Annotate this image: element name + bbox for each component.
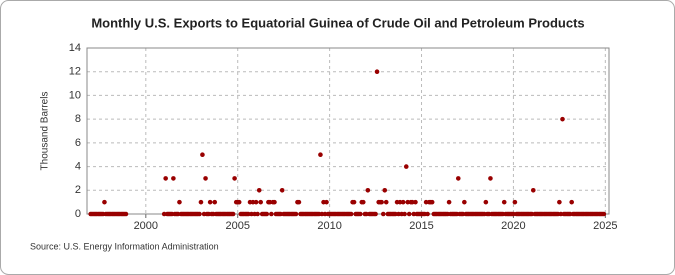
point xyxy=(429,199,435,205)
point xyxy=(102,199,107,205)
point xyxy=(212,199,218,205)
point xyxy=(400,199,406,205)
point xyxy=(272,199,277,205)
x-tick-label: 2000 xyxy=(134,220,158,232)
point xyxy=(382,187,388,193)
y-tick-label: 12 xyxy=(69,66,81,78)
y-tick-label: 6 xyxy=(75,137,81,149)
y-tick-label: 0 xyxy=(75,208,81,220)
point xyxy=(264,211,270,217)
point xyxy=(374,69,380,75)
y-tick-label: 14 xyxy=(69,42,81,54)
point xyxy=(230,211,236,217)
point xyxy=(123,211,129,217)
point xyxy=(462,199,467,205)
point xyxy=(365,187,371,193)
point xyxy=(488,176,493,181)
point xyxy=(255,211,260,217)
point xyxy=(406,211,412,217)
x-tick-label: 2010 xyxy=(317,220,341,232)
point xyxy=(512,199,518,205)
point xyxy=(177,199,182,205)
source: Source: U.S. Energy Information Administ… xyxy=(30,241,219,251)
point xyxy=(483,199,489,205)
point xyxy=(358,211,363,217)
x-tick-label: 2020 xyxy=(501,220,525,232)
point xyxy=(253,199,259,205)
x-tick-label: 2025 xyxy=(593,220,617,232)
point xyxy=(413,199,418,205)
point xyxy=(360,199,366,205)
x-tick-label: 2005 xyxy=(225,220,249,232)
chart-title: Monthly U.S. Exports to Equatorial Guine… xyxy=(91,15,584,30)
point xyxy=(380,211,386,217)
point xyxy=(296,199,302,205)
y-axis-label: Thousand Barrels xyxy=(40,92,51,171)
point xyxy=(207,199,213,205)
point xyxy=(557,199,562,205)
point xyxy=(373,211,378,217)
point xyxy=(203,176,208,181)
point xyxy=(560,116,565,122)
point xyxy=(403,164,409,169)
point xyxy=(232,176,237,181)
point xyxy=(171,176,176,181)
point xyxy=(269,211,274,217)
point xyxy=(351,199,357,205)
point xyxy=(501,199,507,205)
point xyxy=(383,199,389,205)
point xyxy=(236,199,242,205)
point xyxy=(601,211,607,217)
y-tick-label: 2 xyxy=(75,184,81,196)
point xyxy=(446,199,452,205)
point xyxy=(197,211,202,217)
point xyxy=(402,211,407,217)
point xyxy=(258,199,263,205)
point xyxy=(198,199,204,205)
point xyxy=(379,199,384,205)
y-tick-label: 8 xyxy=(75,113,81,125)
point xyxy=(318,152,323,158)
point xyxy=(256,187,262,193)
point xyxy=(530,187,536,193)
point xyxy=(569,199,574,205)
point xyxy=(279,187,285,193)
point xyxy=(425,211,430,217)
y-tick-label: 4 xyxy=(75,160,81,172)
point xyxy=(348,211,354,217)
y-tick-label: 10 xyxy=(69,89,81,101)
point xyxy=(324,199,329,205)
x-tick-label: 2015 xyxy=(409,220,433,232)
point xyxy=(455,176,461,181)
point xyxy=(163,176,168,181)
point xyxy=(200,152,205,158)
point xyxy=(293,211,299,217)
